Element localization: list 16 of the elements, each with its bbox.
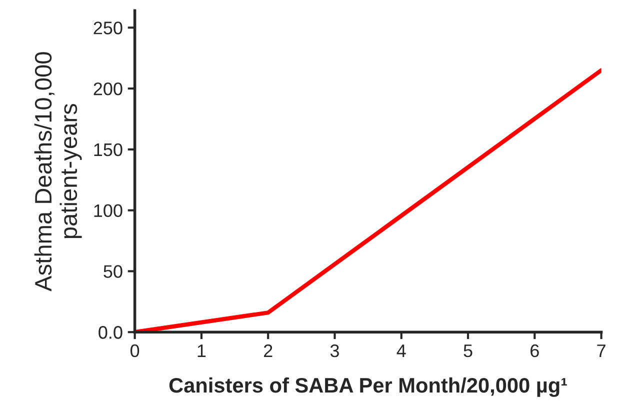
- x-tick-label: 3: [330, 344, 339, 358]
- y-tick-label: 100: [94, 204, 122, 218]
- x-tick-label: 2: [264, 344, 272, 357]
- y-tick-label: 250: [94, 22, 122, 34]
- x-axis-title: Canisters of SABA Per Month/20,000 µg¹: [169, 377, 567, 397]
- y-tick-label: 150: [94, 143, 122, 156]
- y-tick-label: 50: [104, 265, 122, 278]
- x-tick-label: 5: [464, 344, 472, 358]
- x-tick-label: 7: [597, 344, 606, 357]
- y-axis-title: Asthma Deaths/10,000 patient-years: [34, 52, 82, 292]
- x-tick-label: 1: [198, 344, 206, 357]
- x-tick-label: 6: [530, 344, 539, 358]
- x-tick-label: 4: [396, 344, 406, 357]
- y-tick-label: 0.0: [98, 326, 122, 339]
- x-tick-label: 0: [130, 344, 140, 358]
- y-tick-label: 200: [94, 82, 122, 96]
